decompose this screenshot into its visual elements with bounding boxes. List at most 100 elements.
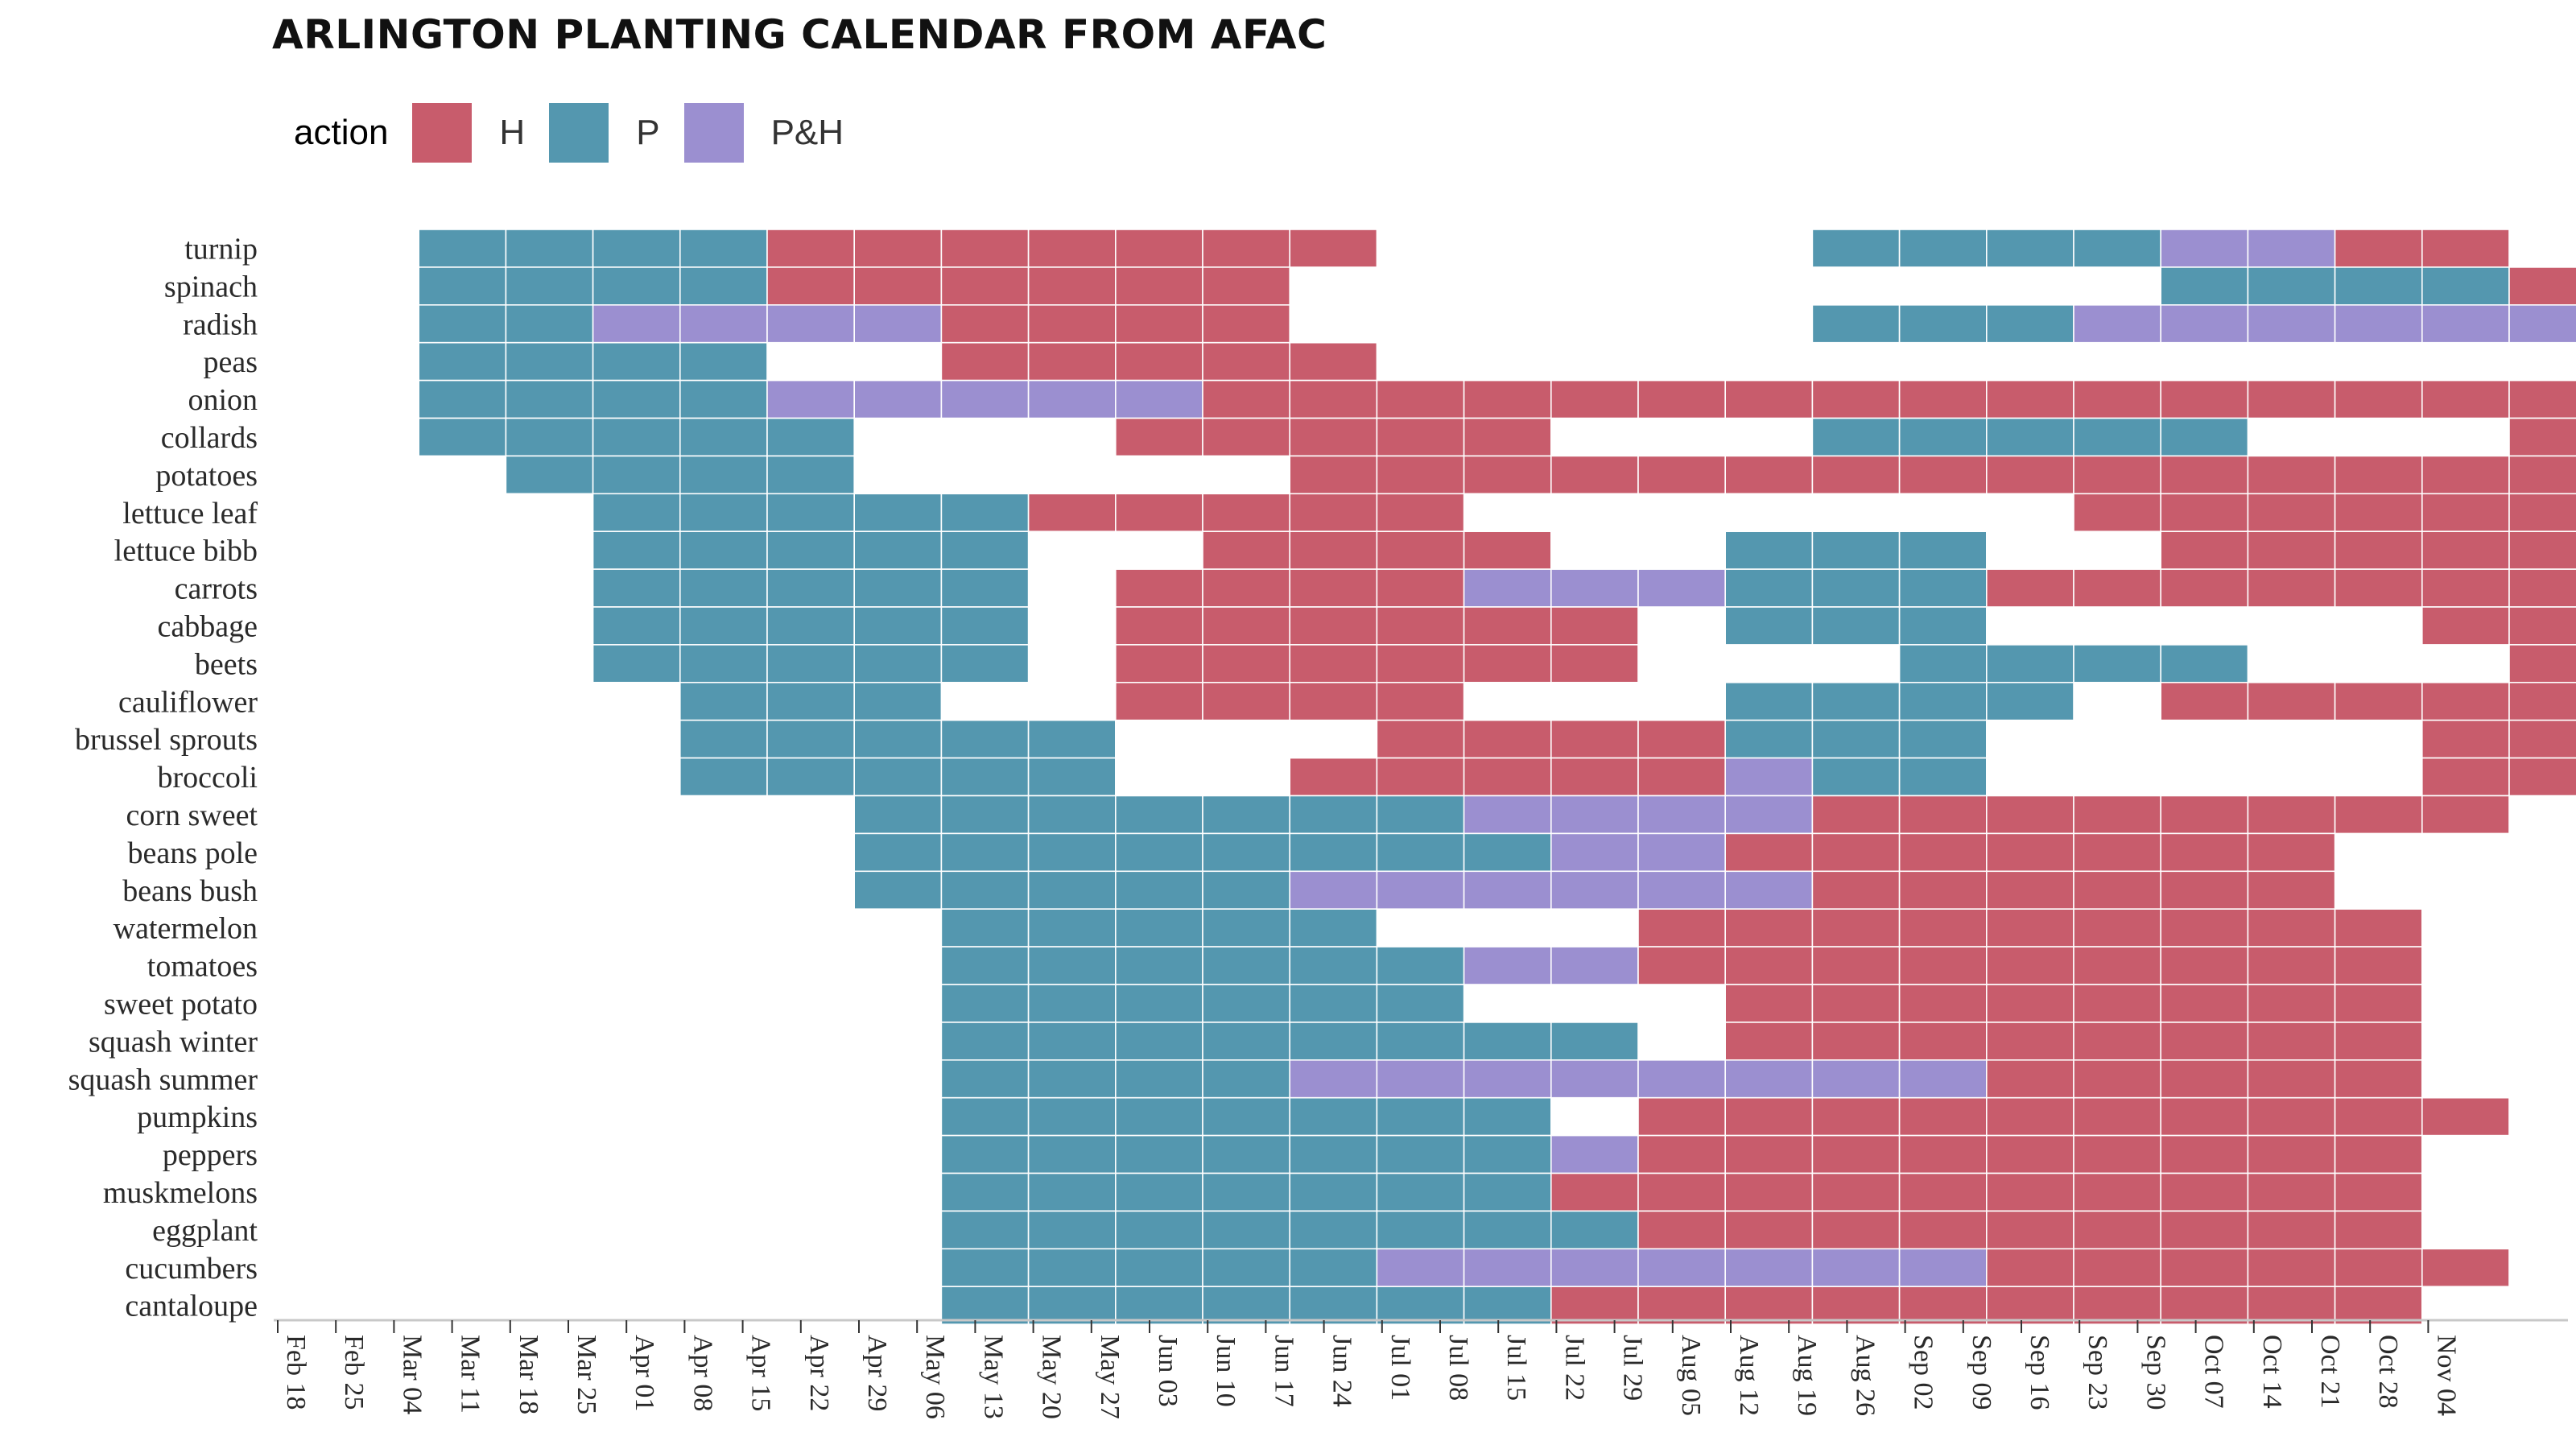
- cell-turnip-6: [853, 229, 943, 268]
- cell-cauliflower-4: [679, 681, 768, 721]
- cell-broccoli-13: [1463, 757, 1552, 797]
- cell-potatoes-19: [1986, 455, 2074, 495]
- cell-tomatoes-21: [2160, 946, 2249, 985]
- cell-turnip-18: [1898, 229, 1988, 268]
- cell-cantaloupe-20: [2073, 1286, 2161, 1325]
- cell-lettuce-bibb-13: [1463, 530, 1552, 570]
- cell-beets-19: [1986, 644, 2074, 683]
- cell-beans-pole-22: [2247, 832, 2336, 873]
- cell-beans-bush-21: [2160, 870, 2249, 910]
- cell-collards-25: [2508, 417, 2576, 457]
- cell-carrots-6: [853, 568, 943, 608]
- cell-peppers-13: [1463, 1134, 1552, 1174]
- cell-tomatoes-19: [1986, 946, 2074, 985]
- x-tick-label: Oct 21: [2315, 1335, 2345, 1409]
- cell-beets-6: [853, 644, 943, 683]
- cell-turnip-4: [679, 229, 768, 268]
- cell-eggplant-10: [1202, 1210, 1290, 1250]
- cell-cauliflower-22: [2247, 681, 2336, 721]
- cell-cucumbers-24: [2421, 1248, 2510, 1288]
- x-tick-label: May 13: [978, 1335, 1008, 1419]
- x-tick-label: Jun 03: [1153, 1335, 1183, 1407]
- cell-cauliflower-17: [1811, 681, 1901, 721]
- cell-onion-6: [853, 379, 943, 419]
- legend-item-ph: P&H: [683, 103, 844, 163]
- cell-lettuce-leaf-25: [2508, 493, 2576, 532]
- cell-squash-summer-7: [940, 1059, 1030, 1099]
- cell-cauliflower-24: [2421, 681, 2510, 721]
- cell-squash-summer-13: [1463, 1059, 1552, 1099]
- cell-potatoes-14: [1550, 455, 1639, 495]
- y-label-lettuce-bibb: lettuce bibb: [114, 535, 258, 568]
- legend-label-ph: P&H: [770, 113, 844, 152]
- y-label-spinach: spinach: [164, 270, 258, 303]
- cell-lettuce-bibb-10: [1202, 530, 1290, 570]
- cell-corn-sweet-16: [1724, 795, 1814, 835]
- cell-watermelon-7: [940, 908, 1030, 947]
- cell-muskmelons-8: [1027, 1172, 1117, 1212]
- cell-lettuce-bibb-11: [1289, 530, 1378, 570]
- cell-onion-16: [1724, 379, 1814, 419]
- cell-radish-7: [940, 303, 1030, 344]
- x-tick-label: Aug 19: [1792, 1335, 1822, 1416]
- x-tick-label: Jul 22: [1559, 1335, 1589, 1401]
- cell-lettuce-leaf-7: [940, 493, 1030, 532]
- x-tick-label: Oct 28: [2373, 1335, 2403, 1409]
- cell-cantaloupe-15: [1637, 1286, 1726, 1325]
- cell-beets-18: [1898, 644, 1988, 683]
- cell-beans-bush-11: [1289, 870, 1378, 910]
- cell-peppers-8: [1027, 1134, 1117, 1174]
- cell-beans-bush-10: [1202, 870, 1290, 910]
- x-tick-label: Feb 18: [281, 1335, 311, 1410]
- cell-broccoli-8: [1027, 757, 1117, 797]
- cell-spinach-8: [1027, 266, 1117, 306]
- cell-potatoes-23: [2334, 455, 2423, 495]
- cell-muskmelons-16: [1724, 1172, 1814, 1212]
- cell-beets-3: [592, 644, 681, 683]
- cell-cabbage-16: [1724, 606, 1814, 646]
- cell-sweet-potato-18: [1898, 984, 1988, 1023]
- cell-spinach-21: [2160, 266, 2249, 306]
- y-label-beets: beets: [195, 647, 258, 681]
- cell-collards-5: [766, 417, 855, 457]
- cell-beans-bush-16: [1724, 870, 1814, 910]
- cell-carrots-19: [1986, 568, 2074, 608]
- cell-brussel-sprouts-14: [1550, 719, 1639, 759]
- cell-cabbage-6: [853, 606, 943, 646]
- cell-cabbage-12: [1376, 606, 1465, 646]
- cell-beets-4: [679, 644, 768, 683]
- cell-collards-12: [1376, 417, 1465, 457]
- cell-corn-sweet-7: [940, 795, 1030, 835]
- cell-squash-summer-10: [1202, 1059, 1290, 1099]
- cell-tomatoes-12: [1376, 946, 1465, 985]
- cell-collards-13: [1463, 417, 1552, 457]
- cell-carrots-11: [1289, 568, 1378, 608]
- cell-beets-10: [1202, 644, 1290, 683]
- cell-tomatoes-22: [2247, 946, 2336, 985]
- cell-onion-11: [1289, 379, 1378, 419]
- cell-sweet-potato-8: [1027, 984, 1117, 1023]
- x-tick-label: May 27: [1095, 1335, 1125, 1419]
- cell-watermelon-22: [2247, 908, 2336, 947]
- cell-beans-bush-17: [1811, 870, 1901, 910]
- cell-lettuce-leaf-11: [1289, 493, 1378, 532]
- cell-eggplant-22: [2247, 1210, 2336, 1250]
- cell-broccoli-14: [1550, 757, 1639, 797]
- cell-sweet-potato-11: [1289, 984, 1378, 1023]
- cell-eggplant-9: [1115, 1210, 1203, 1250]
- cell-cantaloupe-23: [2334, 1286, 2423, 1325]
- cell-beets-14: [1550, 644, 1639, 683]
- cell-potatoes-4: [679, 455, 768, 495]
- cell-cucumbers-17: [1811, 1248, 1901, 1288]
- cell-squash-summer-9: [1115, 1059, 1203, 1099]
- cell-lettuce-leaf-4: [679, 493, 768, 532]
- cell-onion-19: [1986, 379, 2074, 419]
- x-tick-label: Mar 11: [456, 1335, 485, 1414]
- cell-lettuce-leaf-21: [2160, 493, 2249, 532]
- cell-lettuce-leaf-6: [853, 493, 943, 532]
- cell-brussel-sprouts-16: [1724, 719, 1814, 759]
- cell-peas-7: [940, 341, 1030, 382]
- x-tick-label: Oct 07: [2199, 1335, 2229, 1409]
- cell-cantaloupe-17: [1811, 1286, 1901, 1325]
